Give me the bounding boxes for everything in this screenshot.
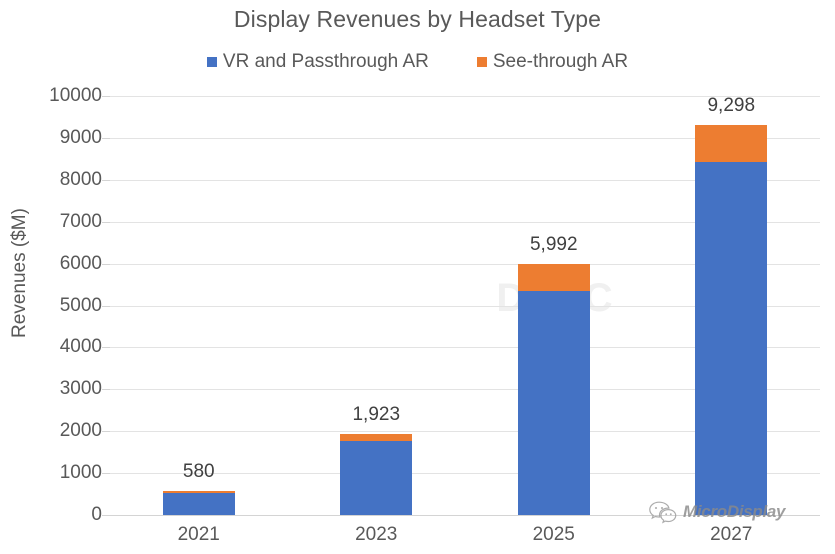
gridline: [110, 305, 820, 307]
y-axis-tick-mark: [102, 179, 110, 181]
y-axis-tick-mark: [102, 515, 110, 516]
gridline: [110, 515, 820, 516]
x-axis-tick-label: 2021: [177, 524, 220, 545]
bar-total-label: 1,923: [352, 404, 401, 426]
legend-swatch-vr-and-passthrough-ar: [206, 56, 217, 67]
legend-item-see-through-ar[interactable]: See-through AR: [476, 51, 629, 72]
y-axis-tick-mark: [102, 305, 110, 307]
bar-total-label: 5,992: [529, 233, 578, 255]
y-axis-tick-mark: [102, 389, 110, 391]
gridline: [110, 179, 820, 181]
gridline: [110, 347, 820, 349]
chart-title: Display Revenues by Headset Type: [233, 6, 602, 32]
gridline: [110, 431, 820, 433]
bar-total-label: 9,298: [707, 95, 756, 117]
y-axis-tick-mark: [102, 347, 110, 349]
bar-segment[interactable]: [695, 161, 768, 515]
bar-segment[interactable]: [695, 125, 768, 162]
bar-segment[interactable]: [340, 434, 413, 441]
x-axis-tick-label: 2027: [710, 524, 753, 545]
y-axis-tick-label: 8000: [59, 168, 102, 190]
bar-segment[interactable]: [340, 440, 413, 515]
y-axis-tick-label: 0: [91, 504, 102, 525]
gridline: [110, 473, 820, 475]
legend-label-vr-and-passthrough-ar: VR and Passthrough AR: [222, 51, 429, 72]
gridline: [110, 96, 820, 97]
y-axis-tick-mark: [102, 263, 110, 265]
y-axis-tick-label: 2000: [59, 420, 102, 442]
y-axis-tick-label: 3000: [59, 378, 102, 400]
y-axis-tick-label: 1000: [59, 462, 102, 484]
legend-label-see-through-ar: See-through AR: [492, 51, 629, 72]
y-axis-tick-mark: [102, 431, 110, 433]
bar-total-label: 580: [182, 460, 215, 482]
chart-legend: VR and Passthrough AR See-through AR: [0, 52, 835, 71]
gridline: [110, 389, 820, 391]
brand-watermark-label: MicroDisplay: [683, 502, 786, 521]
wechat-icon: [648, 500, 678, 524]
bar-segment[interactable]: [162, 490, 235, 494]
bar-segment[interactable]: [517, 263, 590, 291]
gridline: [110, 221, 820, 223]
y-axis-tick-label: 5000: [59, 294, 102, 316]
y-axis-tick-mark: [102, 96, 110, 97]
x-axis-tick-label: 2023: [355, 524, 398, 545]
y-axis-tick-label: 9000: [59, 126, 102, 148]
y-axis-tick-labels: 10000 9000 8000 7000 6000 5000 4000 3000 2000 100…: [0, 85, 110, 525]
bar-segment[interactable]: [162, 493, 235, 515]
legend-swatch-see-through-ar: [476, 56, 487, 67]
y-axis-tick-label: 4000: [59, 336, 102, 358]
x-axis-tick-label: 2025: [532, 524, 575, 545]
bar-segment[interactable]: [517, 290, 590, 515]
y-axis-tick-label: 10000: [49, 85, 102, 106]
brand-watermark: MicroDisplay: [648, 500, 786, 524]
y-axis-tick-mark: [102, 221, 110, 223]
gridline: [110, 263, 820, 265]
legend-item-vr-and-passthrough-ar[interactable]: VR and Passthrough AR: [206, 51, 429, 72]
y-axis-tick-mark: [102, 137, 110, 139]
y-axis-tick-label: 6000: [59, 252, 102, 274]
gridline: [110, 137, 820, 139]
y-axis-tick-mark: [102, 473, 110, 475]
y-axis-tick-label: 7000: [59, 210, 102, 232]
